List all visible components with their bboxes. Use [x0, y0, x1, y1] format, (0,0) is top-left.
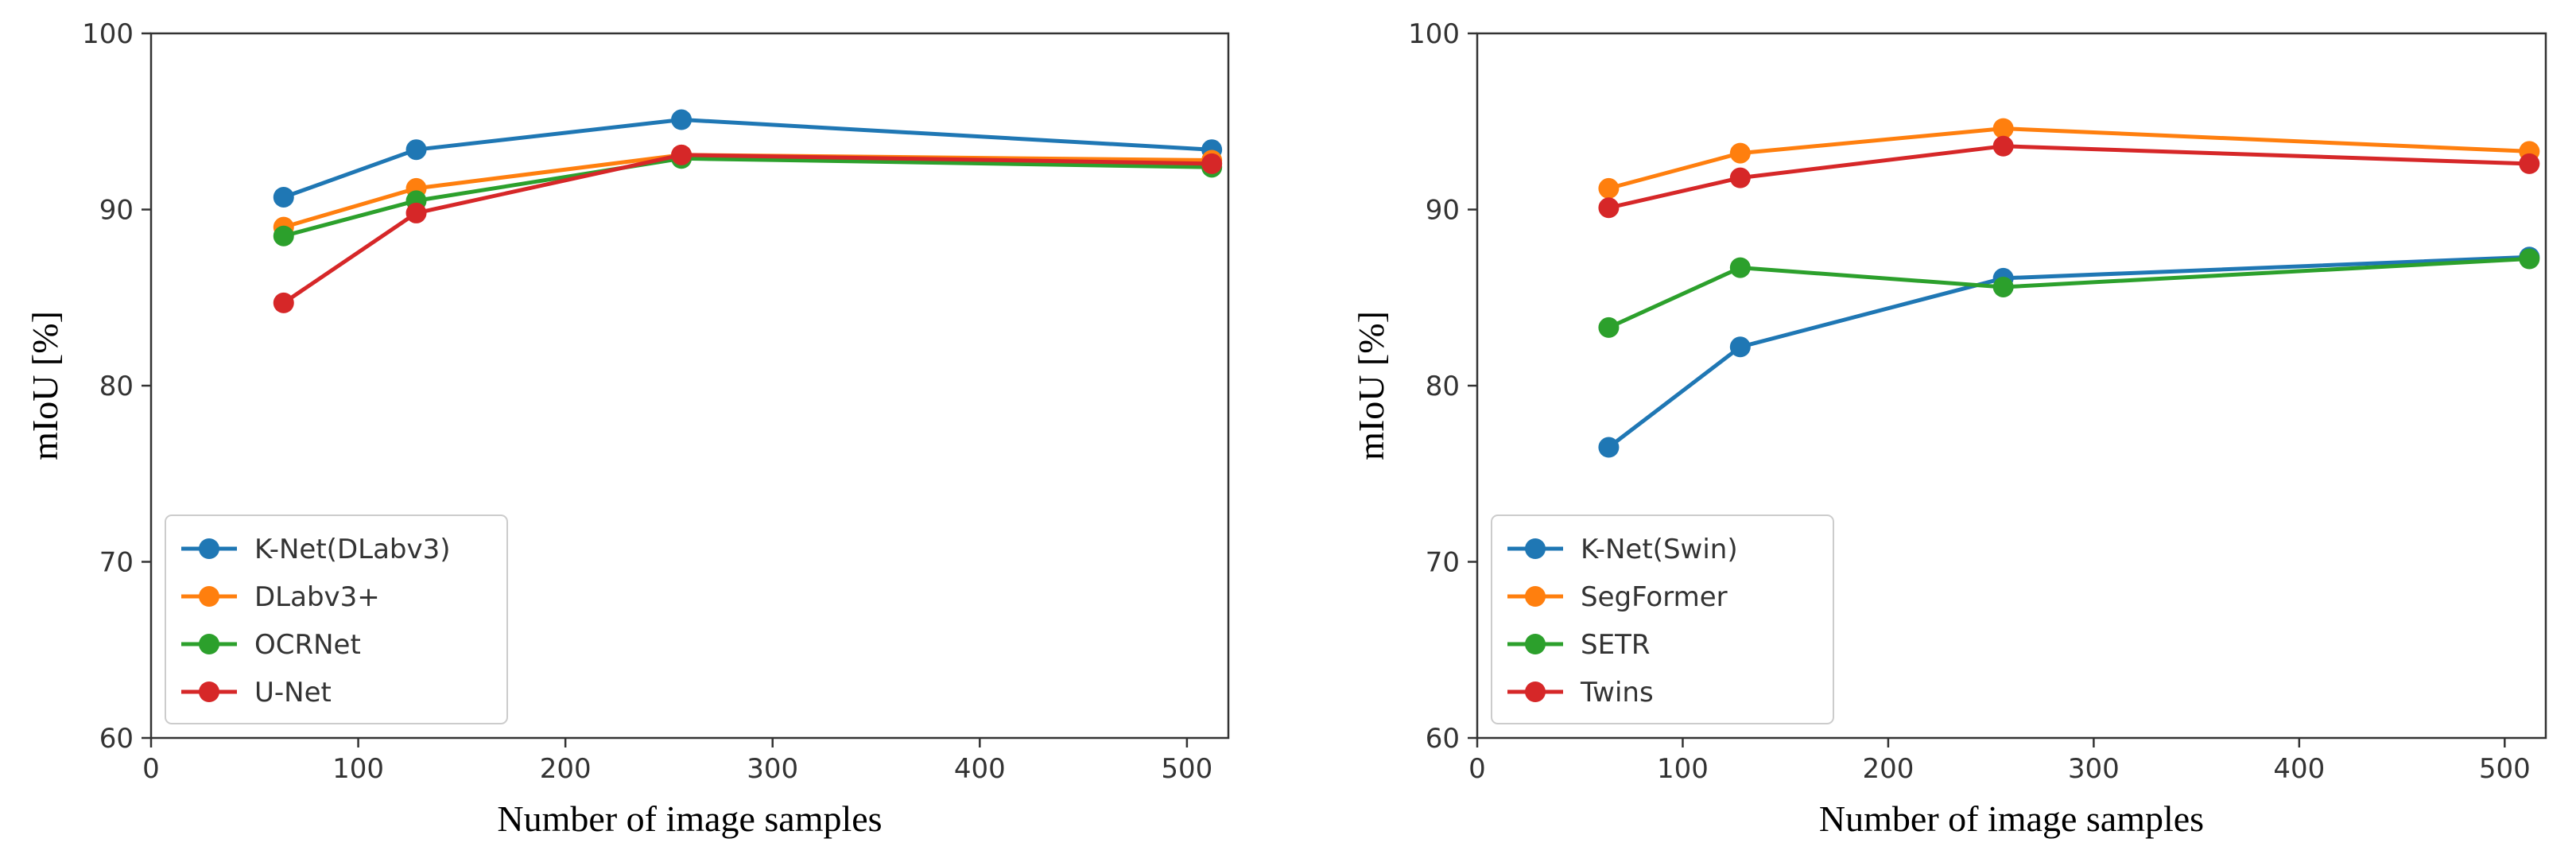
- legend-label-dlabv3: DLabv3+: [254, 581, 380, 613]
- x-tick-label: 0: [1468, 753, 1486, 785]
- right-chart-panel: 0 100 200 300 400 500 60 70 80 90 100 Number of ima…: [1351, 18, 2547, 839]
- x-tick-label: 400: [954, 753, 1006, 785]
- legend-label-k-net-swin: K-Net(Swin): [1581, 534, 1738, 565]
- y-tick-label: 80: [99, 371, 134, 402]
- series-line-k-net-swin: [1607, 254, 2530, 449]
- legend-marker-k-net-swin: [1525, 538, 1546, 559]
- y-axis-label: mIoU [%]: [25, 311, 65, 460]
- data-point-segformer-128: [1729, 142, 1751, 164]
- data-point-segformer-256: [1992, 118, 2014, 139]
- data-point-setr-64: [1598, 316, 1620, 338]
- legend-label-k-net-dlabv3: K-Net(DLabv3): [254, 534, 451, 565]
- data-point-u-net-256: [671, 144, 692, 165]
- legend-marker-k-net-dlabv3: [199, 538, 219, 559]
- left-chart-panel: 0 100 200 300 400 500 60 70 80 90 100 Number of ima…: [25, 18, 1230, 839]
- series-line-u-net: [282, 153, 1212, 305]
- legend-marker-twins: [1525, 681, 1546, 702]
- data-point-k-net-swin-128: [1729, 336, 1751, 358]
- series-line-ocrnet: [283, 156, 1212, 239]
- data-point-ocrnet-64: [273, 225, 294, 247]
- x-tick-label: 400: [2273, 753, 2325, 785]
- y-tick-label: 80: [1426, 371, 1460, 402]
- legend-marker-u-net: [199, 681, 219, 702]
- x-tick-label: 300: [2068, 753, 2120, 785]
- series-line-segformer: [1608, 126, 2530, 191]
- y-tick-label: 70: [99, 547, 134, 579]
- data-point-twins-128: [1729, 167, 1751, 188]
- legend: K-Net(Swin) SegFormer SETR Twins: [1491, 514, 1834, 724]
- y-axis-label: mIoU [%]: [1351, 311, 1391, 460]
- legend-box: [165, 514, 508, 724]
- x-tick-label: 100: [1657, 753, 1709, 785]
- x-tick-label: 200: [540, 753, 592, 785]
- data-point-u-net-64: [273, 292, 294, 313]
- y-tick-label: 70: [1426, 547, 1460, 579]
- x-tick-label: 300: [747, 753, 798, 785]
- x-axis-label: Number of image samples: [497, 798, 882, 839]
- data-point-setr-256: [1992, 276, 2014, 297]
- series-line-twins: [1608, 144, 2530, 210]
- data-point-segformer-64: [1598, 177, 1620, 199]
- legend-marker-dlabv3: [199, 586, 219, 607]
- y-tick-label: 60: [99, 723, 134, 755]
- y-tick-label: 60: [1426, 723, 1460, 755]
- legend-marker-ocrnet: [199, 634, 219, 654]
- legend-label-twins: Twins: [1580, 677, 1654, 709]
- legend-marker-segformer: [1525, 586, 1546, 607]
- data-point-k-net-dlabv3-64: [273, 186, 294, 208]
- data-point-setr-512: [2519, 248, 2540, 270]
- series-line-setr: [1608, 257, 2530, 330]
- data-point-setr-128: [1729, 257, 1751, 278]
- data-point-k-net-dlabv3-256: [671, 109, 692, 130]
- series-line-k-net-dlabv3: [282, 118, 1212, 200]
- legend-label-setr: SETR: [1581, 629, 1650, 661]
- x-tick-label: 100: [332, 753, 384, 785]
- legend-label-segformer: SegFormer: [1581, 581, 1728, 613]
- x-tick-label: 500: [1161, 753, 1212, 785]
- data-point-twins-256: [1992, 135, 2014, 157]
- x-axis-label: Number of image samples: [1819, 798, 2204, 839]
- data-point-k-net-swin-64: [1598, 437, 1620, 458]
- y-tick-label: 90: [99, 195, 134, 227]
- legend-marker-setr: [1525, 634, 1546, 654]
- x-tick-label: 500: [2479, 753, 2531, 785]
- data-point-twins-64: [1598, 197, 1620, 219]
- x-tick-label: 0: [142, 753, 160, 785]
- data-point-twins-512: [2519, 153, 2540, 174]
- legend-label-u-net: U-Net: [254, 677, 332, 709]
- y-tick-label: 90: [1426, 195, 1460, 227]
- data-point-k-net-dlabv3-128: [405, 139, 427, 161]
- y-tick-label: 100: [1408, 18, 1460, 50]
- data-point-u-net-512: [1201, 153, 1223, 174]
- legend-box: [1491, 514, 1834, 724]
- legend: K-Net(DLabv3) DLabv3+ OCRNet U-Net: [165, 514, 508, 724]
- y-tick-label: 100: [82, 18, 134, 50]
- legend-label-ocrnet: OCRNet: [254, 629, 361, 661]
- data-point-u-net-128: [405, 202, 427, 223]
- x-tick-label: 200: [1862, 753, 1914, 785]
